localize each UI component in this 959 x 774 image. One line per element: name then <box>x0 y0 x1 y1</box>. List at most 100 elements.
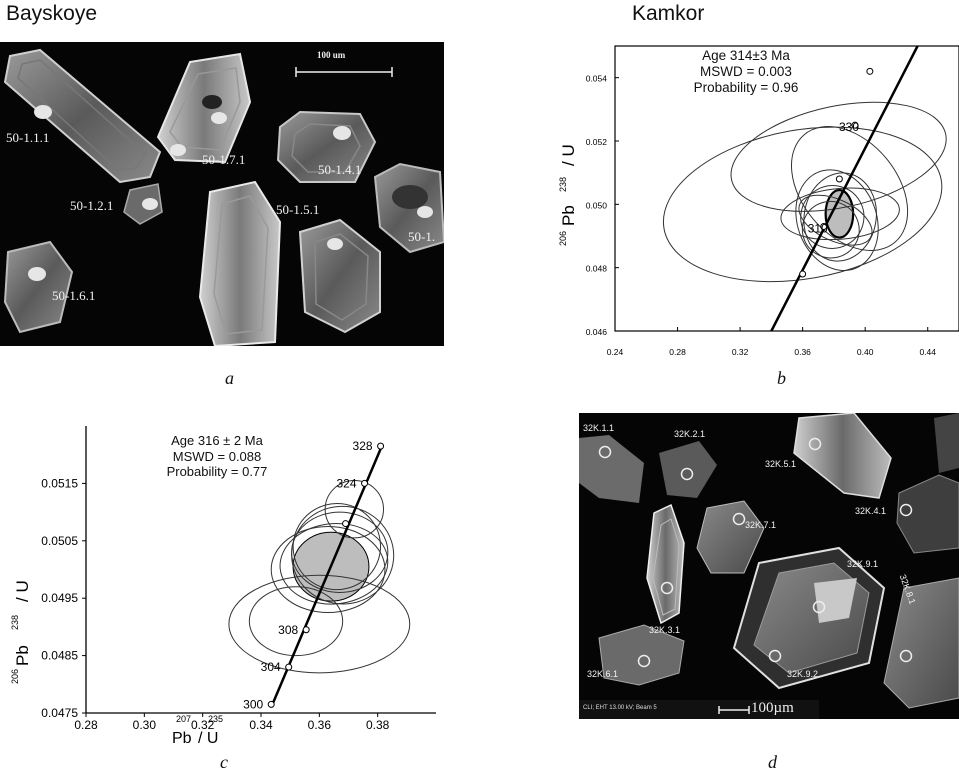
error-ellipse-8 <box>292 502 382 591</box>
x-tick-0.40: 0.40 <box>857 347 874 357</box>
x-tick-0.38: 0.38 <box>366 718 390 732</box>
svg-text:Pb: Pb <box>13 645 32 666</box>
x-tick-0.30: 0.30 <box>133 718 157 732</box>
age-tick-324 <box>361 479 369 487</box>
spot-50-1.2.1 <box>142 198 158 210</box>
x-tick-0.24: 0.24 <box>607 347 624 357</box>
panel-c-concordia-plot: 300 304 308 324 328 0.28 0.30 0.32 0.34 0.36 0.38 0… <box>10 426 436 747</box>
zircon-grains-image-d <box>579 413 959 719</box>
error-ellipse-7 <box>795 169 879 272</box>
error-ellipse-5 <box>798 194 873 246</box>
grain-label-50-1.1.1: 50-1.1.1 <box>6 130 50 145</box>
svg-text:Pb: Pb <box>559 205 578 226</box>
spot-50-1.1.1 <box>34 105 52 119</box>
spot-50-1.4.1 <box>333 126 351 140</box>
y-tick-0.050: 0.050 <box>586 200 608 210</box>
error-ellipse-2 <box>248 586 344 657</box>
age-label-300: 300 <box>243 697 263 711</box>
age-tick-328 <box>377 442 385 450</box>
concordia-curve <box>770 46 919 331</box>
panel-d-micrograph: 32K.1.1 32K.2.1 32K.5.1 32K.4.1 32K.7.1 … <box>579 413 959 719</box>
y-tick-0.046: 0.046 <box>586 327 608 337</box>
age-label-304: 304 <box>261 660 281 674</box>
y-label-c: 206 Pb 238 / U <box>10 580 32 684</box>
y-tick-0.0495: 0.0495 <box>41 591 78 605</box>
x-tick-0.36: 0.36 <box>794 347 811 357</box>
age-tick-0 <box>799 270 807 278</box>
svg-text:/ U: / U <box>13 580 32 602</box>
grain-label-32K.3.1: 32K.3.1 <box>649 625 681 635</box>
svg-text:238: 238 <box>10 615 20 630</box>
grain-label-50-1.4.1: 50-1.4.1 <box>318 162 362 177</box>
x-tick-0.44: 0.44 <box>919 347 936 357</box>
error-ellipse-3 <box>790 126 909 251</box>
error-ellipse-8 <box>803 172 877 262</box>
age-tick-4 <box>866 67 874 75</box>
error-ellipse-2 <box>730 101 947 212</box>
plot-frame <box>614 45 959 332</box>
age-tick-330 <box>851 121 859 129</box>
probability-text-c: Probability = 0.77 <box>166 464 268 479</box>
svg-text:206: 206 <box>10 669 20 684</box>
panel-letter-a: a <box>225 368 234 388</box>
grain-label-32K.2.1: 32K.2.1 <box>674 429 706 439</box>
error-ellipse-6 <box>291 505 395 605</box>
spot-50-1.7.1 <box>211 112 227 124</box>
x-tick-0.32: 0.32 <box>191 718 215 732</box>
age-tick-300 <box>267 700 275 708</box>
age-tick-308 <box>302 626 310 634</box>
x-label-main2-c: / U <box>198 730 218 747</box>
x-tick-0.32: 0.32 <box>732 347 749 357</box>
y-tick-0.0485: 0.0485 <box>41 649 78 663</box>
age-label-308: 308 <box>278 623 298 637</box>
mean-ellipse <box>824 188 855 239</box>
grain-label-32K.5.1: 32K.5.1 <box>765 459 797 469</box>
panel-letter-c: c <box>220 752 228 772</box>
age-tick-2 <box>835 175 843 183</box>
error-ellipse-7 <box>324 480 385 539</box>
age-label-330: 330 <box>839 120 859 134</box>
age-text-b: Age 314±3 Ma <box>702 48 790 63</box>
zircon-grains-image <box>3 48 444 346</box>
age-text-c: Age 316 ± 2 Ma <box>171 433 263 448</box>
grain-label-50-1: 50-1. <box>408 229 436 244</box>
x-tick-0.34: 0.34 <box>249 718 273 732</box>
age-label-328: 328 <box>353 439 373 453</box>
panel-c-annotation: Age 316 ± 2 Ma MSWD = 0.088 Probability … <box>152 433 282 480</box>
error-ellipse-3 <box>270 525 386 614</box>
age-tick-3 <box>342 520 350 528</box>
bayskoye-title: Bayskoye <box>6 2 98 25</box>
y-tick-0.054: 0.054 <box>586 74 608 84</box>
grain-label-32K.7.1: 32K.7.1 <box>745 520 777 530</box>
x-tick-0.36: 0.36 <box>308 718 332 732</box>
x-tick-0.28: 0.28 <box>74 718 98 732</box>
y-tick-0.052: 0.052 <box>586 137 608 147</box>
spot-50-1.5.1 <box>327 238 343 250</box>
x-tick-0.28: 0.28 <box>669 347 686 357</box>
y-tick-0.0515: 0.0515 <box>41 476 78 490</box>
grain-label-32K.4.1: 32K.4.1 <box>855 506 887 516</box>
panel-b-annotation: Age 314±3 Ma MSWD = 0.003 Probability = … <box>682 48 810 96</box>
error-ellipse-4 <box>780 187 900 241</box>
grain-label-50-1.2.1: 50-1.2.1 <box>70 198 114 213</box>
grain-label-32K.9.1: 32K.9.1 <box>847 559 879 569</box>
mswd-text-c: MSWD = 0.088 <box>172 448 262 464</box>
spot-50-1.6.1 <box>28 267 46 281</box>
age-label-324: 324 <box>337 476 357 490</box>
svg-text:206: 206 <box>558 231 568 246</box>
y-tick-0.0505: 0.0505 <box>41 534 78 548</box>
panel-letter-d: d <box>768 752 777 772</box>
grain-label-50-1.5.1: 50-1.5.1 <box>276 202 320 217</box>
panel-b-concordia-plot: 310 330 0.24 0.28 0.32 0.36 0.40 0.44 0.046 0.048… <box>558 45 959 357</box>
grain-label-32K.1.1: 32K.1.1 <box>583 423 615 433</box>
age-tick-304 <box>285 663 293 671</box>
mswd-text-b: MSWD = 0.003 <box>700 64 792 79</box>
y-tick-0.048: 0.048 <box>586 264 608 274</box>
panel-a-micrograph: 100 um 50-1.1.1 50-1.7.1 50-1.4.1 50-1.2… <box>0 42 444 346</box>
scale-label-d: 100µm <box>751 700 794 716</box>
grain-label-32K.6.1: 32K.6.1 <box>587 669 619 679</box>
grain-label-50-1.6.1: 50-1.6.1 <box>52 288 96 303</box>
y-label-b: 206 Pb 238 / U <box>558 144 578 246</box>
footer-text-d: CLI; EHT 13.00 kV; Beam 5 <box>583 705 657 711</box>
kamkor-title: Kamkor <box>632 2 705 25</box>
